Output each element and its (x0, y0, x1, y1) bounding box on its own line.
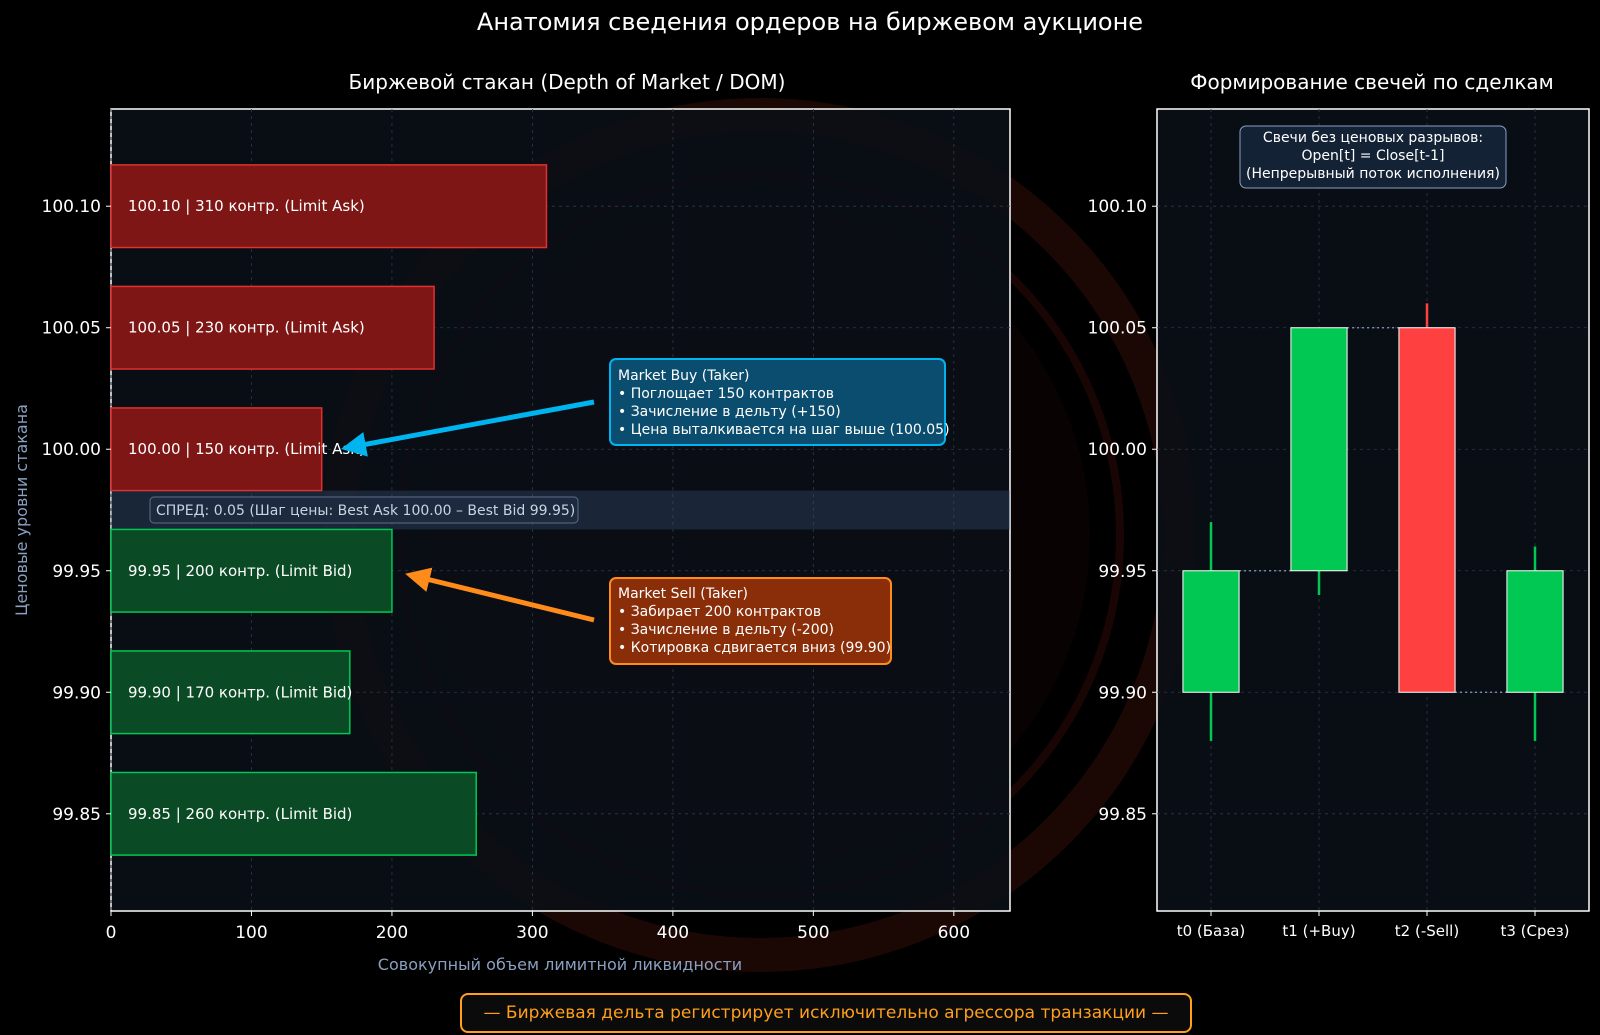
market-buy-callout: Market Buy (Taker) • Поглощает 150 контр… (609, 358, 950, 446)
dom-y-ticks: 100.10 100.05 100.00 99.95 99.90 99.85 (42, 197, 111, 825)
candle-x-tick-label-2: t2 (-Sell) (1395, 922, 1459, 940)
candle-note-line-1: Свечи без ценовых разрывов: (1263, 130, 1483, 146)
market-sell-line-3: • Зачисление в дельту (-200) (618, 622, 834, 638)
spread-band: СПРЕД: 0.05 (Шаг цены: Best Ask 100.00 –… (111, 490, 1010, 530)
candle-body-0 (1182, 570, 1240, 693)
dom-bars: 100.10 | 310 контр. (Limit Ask) 100.05 | … (110, 164, 548, 856)
dom-x-tick-label-4: 400 (657, 923, 689, 943)
figure-title: Анатомия сведения ордеров на биржевом ау… (477, 8, 1143, 36)
candle-y-ticks: 100.10 100.05 100.00 99.95 99.90 99.85 (1088, 197, 1157, 825)
dom-bar-label-0: 100.10 | 310 контр. (Limit Ask) (128, 197, 365, 215)
candle-chart: Формирование свечей по сделкам 100.10100… (1088, 70, 1590, 940)
candle-body-2 (1398, 327, 1456, 693)
spread-label-box (149, 496, 579, 524)
candle-y-tick-label-0: 100.10 (1088, 197, 1147, 217)
candle-plot-area (1156, 108, 1590, 912)
market-sell-line-1: Market Sell (Taker) (618, 586, 748, 602)
candle-connectors (1239, 327, 1507, 693)
market-buy-arrow (341, 399, 595, 457)
dom-x-tick-label-1: 100 (235, 923, 267, 943)
dom-bar-bid-5 (110, 771, 477, 856)
dom-x-tick-label-0: 0 (106, 923, 117, 943)
dom-x-tick-label-3: 300 (516, 923, 548, 943)
candle-y-tick-label-4: 99.90 (1098, 683, 1147, 703)
candle-y-tick-label-2: 100.00 (1088, 440, 1147, 460)
footer-text: — Биржевая дельта регистрирует исключите… (483, 1003, 1169, 1023)
dom-x-tick-label-5: 500 (797, 923, 829, 943)
market-buy-line-3: • Зачисление в дельту (+150) (618, 404, 841, 420)
candle-note-line-2: Open[t] = Close[t-1] (1302, 148, 1445, 164)
market-buy-line-1: Market Buy (Taker) (618, 368, 750, 384)
market-buy-line-2: • Поглощает 150 контрактов (618, 386, 834, 402)
candle-note-box (1239, 125, 1507, 189)
dom-x-ticks: 0 100 200 300 400 500 600 (106, 911, 970, 943)
candle-y-tick-label-3: 99.95 (1098, 562, 1147, 582)
dom-y-tick-label-0: 100.10 (42, 197, 101, 217)
candle-marks (1182, 303, 1564, 741)
market-sell-callout: Market Sell (Taker) • Забирает 200 контр… (609, 577, 892, 665)
candle-chart-title: Формирование свечей по сделкам (1190, 70, 1554, 94)
dom-y-tick-label-1: 100.05 (42, 319, 101, 339)
market-buy-callout-box (609, 358, 946, 446)
dom-bar-bid-4 (110, 650, 351, 735)
dom-x-tick-label-6: 600 (938, 923, 970, 943)
candle-body-1 (1290, 327, 1348, 572)
dom-bar-bid-3 (110, 528, 393, 613)
market-buy-line-4: • Цена выталкивается на шаг выше (100.05… (618, 422, 950, 438)
market-sell-line-4: • Котировка сдвигается вниз (99.90) (618, 640, 891, 656)
footer-note: — Биржевая дельта регистрирует исключите… (460, 993, 1192, 1033)
dom-chart: Биржевой стакан (Depth of Market / DOM) … (12, 70, 1011, 974)
candle-x-tick-label-0: t0 (База) (1177, 922, 1246, 940)
candle-y-tick-label-1: 100.05 (1088, 319, 1147, 339)
candle-y-tick-label-5: 99.85 (1098, 805, 1147, 825)
dom-y-tick-label-3: 99.95 (52, 562, 101, 582)
dom-bar-ask-1 (110, 285, 435, 370)
dom-y-tick-label-5: 99.85 (52, 805, 101, 825)
candle-body-3 (1506, 570, 1564, 693)
candle-x-tick-label-1: t1 (+Buy) (1282, 922, 1355, 940)
candle-note: Свечи без ценовых разрывов: Open[t] = Cl… (1239, 125, 1507, 189)
dom-chart-title: Биржевой стакан (Depth of Market / DOM) (349, 70, 786, 94)
dom-y-tick-label-2: 100.00 (42, 440, 101, 460)
dom-y-axis-label: Ценовые уровни стакана (12, 404, 31, 616)
dom-bar-label-3: 99.95 | 200 контр. (Limit Bid) (128, 562, 352, 580)
market-sell-arrow (405, 567, 595, 623)
market-sell-callout-box (609, 577, 892, 665)
dom-bar-ask-0 (110, 164, 548, 249)
dom-bar-label-5: 99.85 | 260 контр. (Limit Bid) (128, 805, 352, 823)
dom-y-tick-label-4: 99.90 (52, 683, 101, 703)
dom-x-axis-label: Совокупный объем лимитной ликвидности (378, 955, 742, 974)
spread-label: СПРЕД: 0.05 (Шаг цены: Best Ask 100.00 –… (156, 503, 575, 519)
dom-bar-label-4: 99.90 | 170 контр. (Limit Bid) (128, 683, 352, 701)
dom-bar-label-2: 100.00 | 150 контр. (Limit Ask) (128, 440, 365, 458)
market-sell-line-2: • Забирает 200 контрактов (618, 604, 821, 620)
candle-note-line-3: (Непрерывный поток исполнения) (1246, 166, 1500, 182)
dom-bar-label-1: 100.05 | 230 контр. (Limit Ask) (128, 319, 365, 337)
candle-x-tick-label-3: t3 (Срез) (1500, 922, 1569, 940)
candle-x-ticks: t0 (База) t1 (+Buy) t2 (-Sell) t3 (Срез) (1177, 911, 1570, 940)
dom-bar-ask-2 (110, 407, 323, 492)
dom-x-tick-label-2: 200 (376, 923, 408, 943)
